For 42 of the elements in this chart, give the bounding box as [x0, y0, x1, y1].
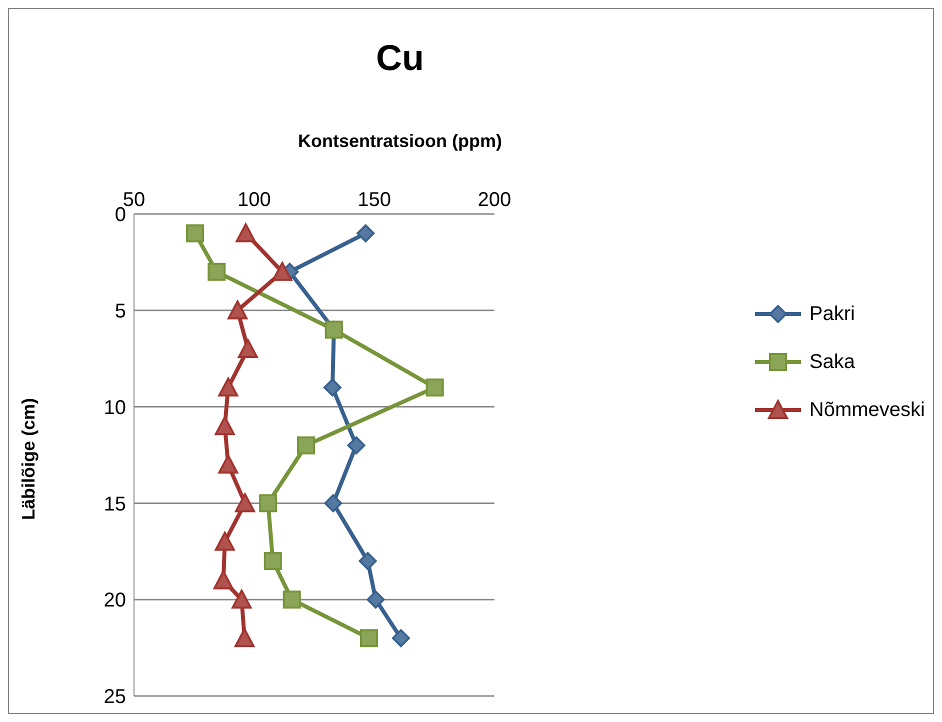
point	[360, 629, 378, 648]
x-axis-title: Kontsentratsioon (ppm)	[297, 131, 503, 152]
chart-title: Cu	[375, 37, 425, 79]
point	[234, 628, 255, 648]
point	[259, 494, 278, 512]
y-tick-label: 20	[104, 590, 126, 612]
y-tick-label: 0	[114, 204, 126, 226]
point	[228, 300, 248, 320]
point	[214, 532, 235, 551]
y-tick-label: 25	[104, 686, 126, 708]
point	[392, 629, 410, 648]
point	[426, 378, 444, 397]
point	[218, 378, 238, 397]
point	[323, 378, 342, 397]
y-axis-title: Läbilõige (cm)	[18, 398, 40, 520]
point	[358, 552, 377, 570]
point	[366, 590, 385, 609]
point	[264, 552, 282, 570]
point	[213, 570, 234, 590]
point	[235, 493, 256, 512]
legend-label: Saka	[809, 350, 856, 374]
point	[208, 262, 226, 281]
point	[282, 590, 301, 609]
point	[297, 436, 316, 454]
point	[272, 262, 292, 281]
y-tick-label: 10	[104, 396, 126, 419]
point	[238, 338, 258, 358]
legend-label: Nõmmeveski	[809, 398, 925, 422]
x-tick-label: 200	[478, 189, 512, 211]
point	[324, 494, 342, 512]
point	[232, 590, 252, 609]
point	[214, 416, 235, 436]
point	[236, 223, 256, 242]
point	[218, 454, 238, 474]
y-tick-label: 5	[114, 300, 126, 322]
y-tick-label: 15	[104, 493, 126, 516]
x-tick-label: 100	[237, 189, 271, 211]
x-tick-label: 150	[358, 189, 391, 211]
point	[356, 224, 375, 242]
point	[347, 436, 366, 454]
legend-label: Pakri	[809, 302, 855, 326]
point	[186, 224, 204, 242]
